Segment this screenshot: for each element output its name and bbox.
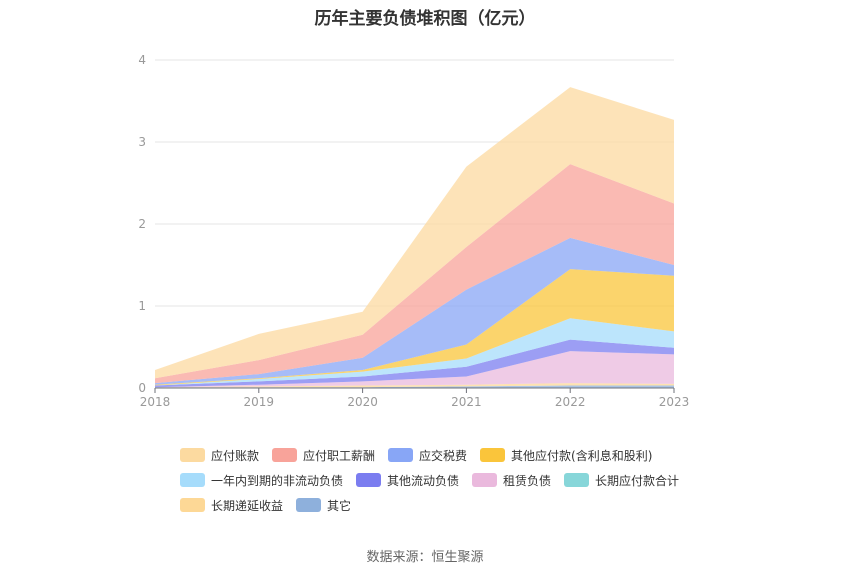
y-tick-label: 2 [138, 217, 146, 231]
area-series-其他流动负债[interactable] [155, 339, 674, 388]
y-tick-label: 0 [138, 381, 146, 395]
legend-item[interactable]: 应交税费 [388, 447, 467, 463]
y-tick-label: 1 [138, 299, 146, 313]
legend-label: 长期应付款合计 [595, 473, 680, 488]
x-tick-label: 2023 [659, 395, 690, 409]
legend-label: 其它 [327, 498, 352, 513]
area-series-应付账款[interactable] [155, 87, 674, 379]
legend-swatch [180, 448, 205, 462]
legend: 应付账款 应付职工薪酬 应交税费 其他应付款(含利息和股利) 一年内到期的非流动负债 其他… [180, 447, 740, 513]
legend-item[interactable]: 其他流动负债 [356, 472, 459, 488]
area-series-应交税费[interactable] [155, 237, 674, 385]
area-series-长期递延收益[interactable] [155, 383, 674, 388]
y-tick-label: 4 [138, 53, 146, 67]
legend-label: 应交税费 [419, 448, 468, 463]
area-series-一年内到期的非流动负债[interactable] [155, 318, 674, 386]
legend-item[interactable]: 其他应付款(含利息和股利) [480, 447, 652, 463]
axes: 0 1 2 3 4 2018 2019 2020 2021 2022 2023 [138, 53, 689, 409]
legend-item[interactable]: 一年内到期的非流动负债 [180, 472, 343, 488]
chart-title: 历年主要负债堆积图（亿元） [314, 9, 536, 29]
legend-label: 租赁负债 [503, 473, 552, 488]
x-tick-label: 2019 [244, 395, 275, 409]
legend-swatch [388, 448, 414, 462]
area-series-租赁负债[interactable] [155, 351, 674, 388]
legend-swatch [356, 473, 382, 487]
x-tick-label: 2022 [555, 395, 586, 409]
legend-item[interactable]: 租赁负债 [472, 472, 551, 488]
x-tick-label: 2018 [140, 395, 171, 409]
legend-label: 应付账款 [211, 448, 260, 463]
legend-item[interactable]: 长期递延收益 [180, 497, 283, 513]
x-tick-label: 2021 [451, 395, 482, 409]
legend-swatch [480, 448, 506, 462]
y-tick-label: 3 [138, 135, 146, 149]
data-source: 数据来源：恒生聚源 [366, 550, 484, 565]
legend-item[interactable]: 长期应付款合计 [564, 472, 679, 488]
legend-swatch [296, 498, 322, 512]
legend-swatch [472, 473, 498, 487]
area-series-其他应付款(含利息和股利)[interactable] [155, 269, 674, 386]
legend-label: 应付职工薪酬 [303, 448, 376, 463]
area-series [155, 87, 674, 388]
legend-swatch [564, 473, 590, 487]
legend-item[interactable]: 应付账款 [180, 447, 259, 463]
area-series-应付职工薪酬[interactable] [155, 164, 674, 384]
legend-item[interactable]: 其它 [296, 497, 351, 513]
legend-label: 长期递延收益 [211, 498, 284, 513]
legend-item[interactable]: 应付职工薪酬 [272, 447, 375, 463]
legend-label: 其他流动负债 [387, 473, 460, 488]
area-series-其它[interactable] [155, 385, 674, 389]
legend-swatch [180, 498, 205, 512]
legend-swatch [272, 448, 298, 462]
legend-label: 一年内到期的非流动负债 [211, 473, 344, 488]
x-tick-label: 2020 [347, 395, 378, 409]
legend-swatch [180, 473, 205, 487]
legend-label: 其他应付款(含利息和股利) [511, 448, 653, 463]
